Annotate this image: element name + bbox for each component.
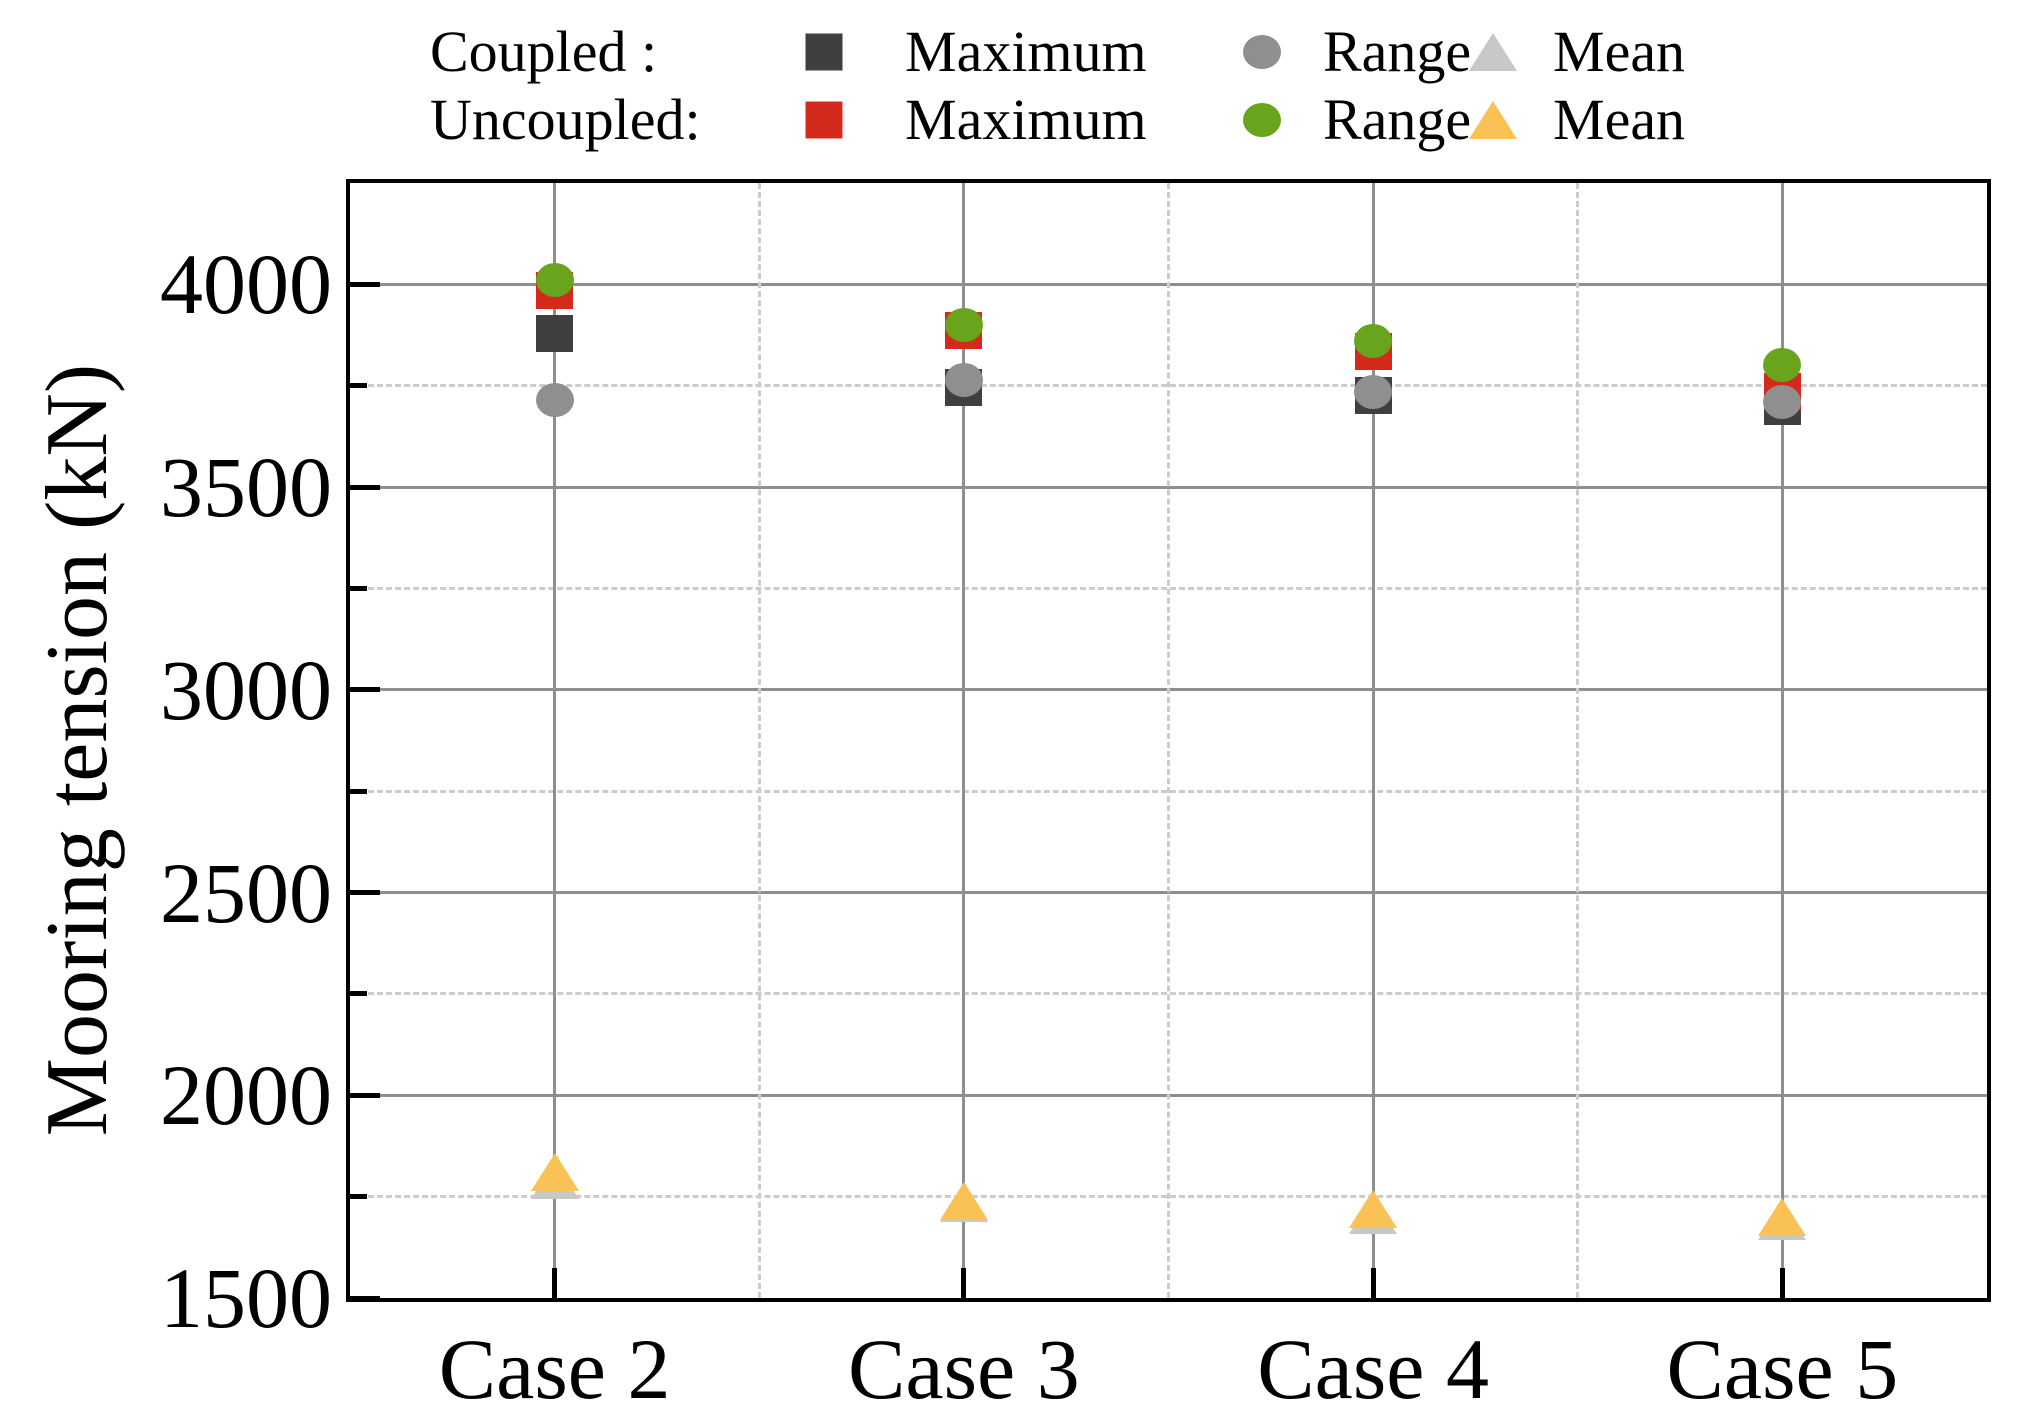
- y-axis-tick-major: [350, 1295, 380, 1301]
- triangle-icon: [1469, 33, 1517, 71]
- x-gridline-minor: [757, 183, 761, 1298]
- y-axis-tick-major: [350, 890, 380, 896]
- marker-uncoupled-mean: [1758, 1197, 1807, 1236]
- y-tick-label: 3500: [160, 439, 332, 536]
- x-tick-label: Case 3: [848, 1321, 1080, 1411]
- y-axis-tick-minor: [350, 991, 367, 997]
- legend-item-label: Maximum: [905, 87, 1147, 152]
- marker-uncoupled-mean: [1349, 1189, 1398, 1228]
- marker-uncoupled-range: [944, 307, 983, 342]
- x-gridline-major: [1371, 183, 1375, 1298]
- legend-item-label: Mean: [1553, 87, 1686, 152]
- marker-uncoupled-mean: [939, 1181, 988, 1220]
- legend-item-label: Range: [1323, 87, 1472, 152]
- legend-row-label: Coupled :: [430, 19, 658, 84]
- triangle-icon: [1469, 101, 1517, 139]
- marker-coupled-range: [944, 362, 983, 397]
- x-tick-label: Case 2: [438, 1321, 671, 1411]
- x-axis-tick-major: [961, 1268, 967, 1298]
- square-icon: [805, 101, 843, 139]
- marker-uncoupled-mean: [530, 1153, 579, 1192]
- x-tick-label: Case 4: [1257, 1321, 1489, 1411]
- y-axis-tick-major: [350, 1092, 380, 1098]
- x-axis-tick-major: [1370, 1268, 1376, 1298]
- x-gridline-major: [962, 183, 966, 1298]
- circle-icon: [1243, 103, 1281, 137]
- x-gridline-minor: [1167, 183, 1170, 1298]
- y-tick-label: 2500: [160, 844, 332, 941]
- marker-coupled-maximum: [536, 314, 574, 352]
- legend-row-label: Uncoupled:: [430, 87, 701, 152]
- y-axis-tick-minor: [350, 383, 367, 389]
- marker-coupled-range: [535, 382, 574, 417]
- x-gridline-major: [553, 183, 557, 1298]
- y-axis-tick-minor: [350, 1194, 367, 1200]
- circle-icon: [1243, 35, 1281, 69]
- square-icon: [805, 33, 843, 71]
- marker-uncoupled-range: [1763, 348, 1802, 383]
- y-axis-tick-major: [350, 281, 380, 287]
- x-gridline-major: [1780, 183, 1784, 1298]
- y-tick-label: 1500: [160, 1250, 332, 1346]
- x-axis-tick-major: [552, 1268, 558, 1298]
- y-axis-tick-minor: [350, 585, 367, 591]
- legend-item-label: Range: [1323, 19, 1472, 84]
- plot-area: [346, 179, 1991, 1302]
- marker-coupled-range: [1763, 384, 1802, 419]
- y-axis-tick-minor: [350, 788, 367, 794]
- marker-uncoupled-range: [1354, 324, 1393, 359]
- x-tick-label: Case 5: [1666, 1321, 1899, 1411]
- y-tick-label: 3000: [160, 641, 332, 738]
- y-tick-label: 2000: [160, 1047, 332, 1144]
- legend-item-label: Mean: [1553, 19, 1686, 84]
- legend-item-label: Maximum: [905, 19, 1147, 84]
- y-tick-label: 4000: [160, 236, 332, 333]
- x-gridline-minor: [1576, 183, 1580, 1298]
- marker-uncoupled-range: [535, 263, 574, 298]
- marker-coupled-range: [1354, 374, 1393, 409]
- y-axis-tick-major: [350, 687, 380, 693]
- x-axis-tick-major: [1779, 1268, 1785, 1298]
- y-axis-tick-major: [350, 484, 380, 490]
